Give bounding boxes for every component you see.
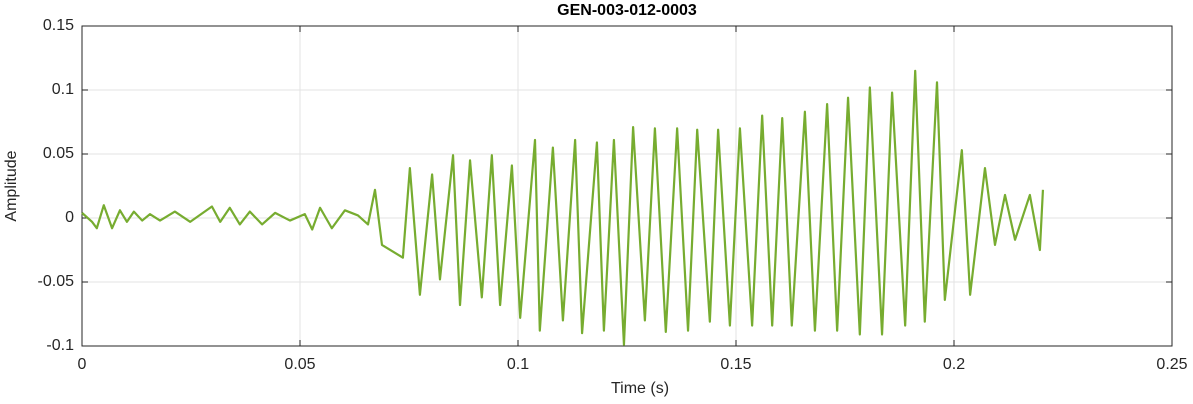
chart-title: GEN-003-012-0003 <box>557 2 697 19</box>
waveform-line <box>81 69 1045 346</box>
x-tick-label: 0.15 <box>720 356 751 373</box>
y-tick-label: -0.05 <box>38 273 75 290</box>
x-axis-label: Time (s) <box>611 380 669 397</box>
x-tick-label: 0.05 <box>284 356 315 373</box>
plot-frame <box>81 25 1173 347</box>
y-tick-label: 0 <box>65 209 74 226</box>
y-axis-label: Amplitude <box>3 150 20 221</box>
x-tick-label: 0.1 <box>507 356 529 373</box>
y-tick-label: 0.1 <box>52 81 74 98</box>
x-tick-label: 0.25 <box>1156 356 1187 373</box>
y-tick-label: 0.15 <box>43 17 74 34</box>
x-tick-label: 0 <box>78 356 87 373</box>
x-tick-label: 0.2 <box>943 356 965 373</box>
y-tick-label: -0.1 <box>46 337 74 354</box>
y-tick-label: 0.05 <box>43 145 74 162</box>
